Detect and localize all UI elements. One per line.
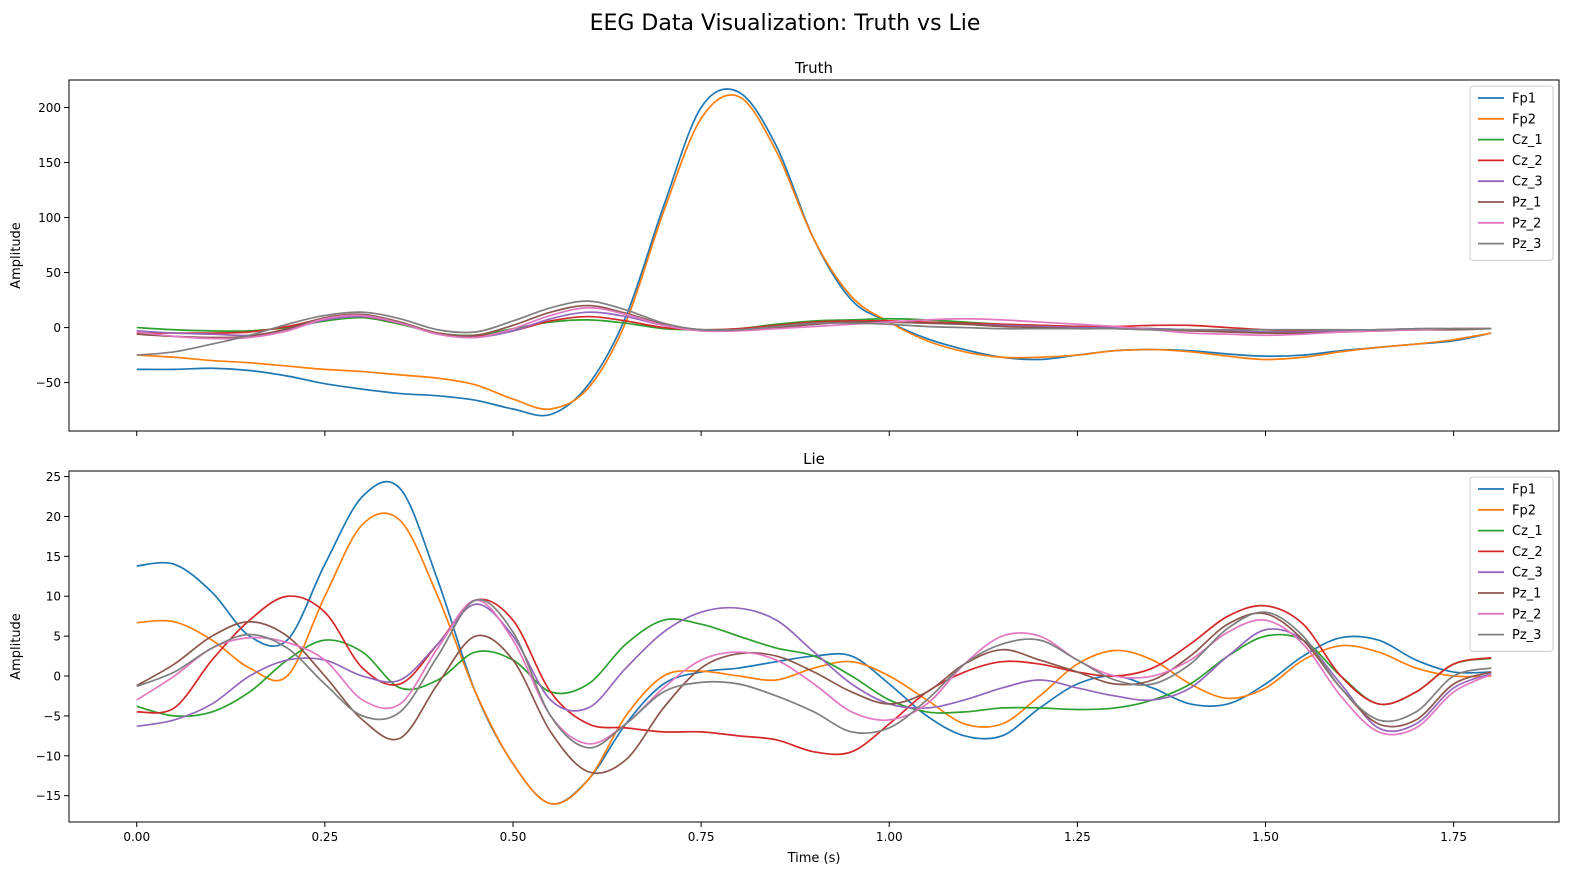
legend-label-cz-1: Cz_1 (1512, 524, 1543, 539)
legend-label-fp2: Fp2 (1512, 112, 1536, 127)
panel-title: Truth (794, 59, 833, 77)
legend-label-pz-1: Pz_1 (1512, 196, 1541, 211)
y-axis-label: Amplitude (9, 613, 24, 680)
series-line-fp1 (136, 480, 1492, 805)
series-line-pz-3 (136, 300, 1492, 356)
legend-label-pz-2: Pz_2 (1512, 216, 1541, 231)
y-tick-label: −5 (43, 709, 61, 723)
series-line-pz-1 (136, 612, 1492, 775)
panel-lie: Lie 0.00 0.25 0.50 0.75 1.00 1.25 1.50 1.75 −15 −1… (9, 450, 1560, 866)
legend-label-pz-1: Pz_1 (1512, 587, 1541, 602)
series-line-fp1 (136, 88, 1492, 417)
x-tick-label: 0.75 (688, 830, 715, 844)
x-tick-label: 1.75 (1440, 830, 1467, 844)
x-axis-label: Time (s) (787, 851, 841, 866)
y-tick-label: −15 (36, 789, 61, 803)
y-tick-label: 10 (46, 590, 61, 604)
x-tick-label: 0.25 (311, 830, 338, 844)
y-tick-label: 50 (46, 266, 61, 280)
x-tick-label: 0.50 (500, 830, 527, 844)
axes-frame (68, 470, 1560, 823)
y-tick-label: 0 (53, 321, 61, 335)
legend: Fp1 Fp2 Cz_1 Cz_2 Cz_3 Pz_1 Pz_2 Pz_3 (1469, 85, 1554, 261)
y-tick-label: 5 (53, 630, 61, 644)
y-tick-label: 100 (38, 211, 61, 225)
legend-label-fp2: Fp2 (1512, 503, 1536, 518)
legend-box (1469, 85, 1554, 261)
x-tick-label: 1.50 (1252, 830, 1279, 844)
series-lines (136, 480, 1492, 805)
series-lines (136, 88, 1492, 417)
legend-label-pz-2: Pz_2 (1512, 607, 1541, 622)
y-tick-label: 200 (38, 101, 61, 115)
figure-title: EEG Data Visualization: Truth vs Lie (590, 11, 981, 36)
panel-title: Lie (803, 450, 825, 468)
legend-label-cz-3: Cz_3 (1512, 175, 1543, 190)
legend-label-pz-3: Pz_3 (1512, 237, 1541, 252)
y-tick-label: 20 (46, 510, 61, 524)
legend: Fp1 Fp2 Cz_1 Cz_2 Cz_3 Pz_1 Pz_2 Pz_3 (1469, 476, 1554, 652)
panels: Truth−50050100150200AmplitudeFp1Fp2Cz_1C… (9, 59, 1560, 866)
y-tick-label: 15 (46, 550, 61, 564)
series-line-fp2 (136, 512, 1492, 805)
y-tick-label: −10 (36, 749, 61, 763)
x-tick-label: 1.00 (876, 830, 903, 844)
panel-truth: Truth −50 0 50 100 150 200 Amplitude Fp1 Fp2 Cz_1 C… (9, 59, 1560, 436)
y-tick-label: 150 (38, 156, 61, 170)
legend-label-pz-3: Pz_3 (1512, 628, 1541, 643)
series-line-cz-3 (136, 603, 1492, 733)
legend-label-cz-2: Cz_2 (1512, 154, 1543, 169)
legend-label-fp1: Fp1 (1512, 92, 1536, 107)
legend-label-cz-3: Cz_3 (1512, 566, 1543, 581)
series-line-cz-1 (136, 618, 1492, 718)
series-line-pz-1 (136, 304, 1492, 339)
y-axis-label: Amplitude (9, 222, 24, 289)
legend-label-cz-2: Cz_2 (1512, 545, 1543, 560)
legend-box (1469, 476, 1554, 652)
legend-label-cz-1: Cz_1 (1512, 133, 1543, 148)
y-tick-label: −50 (36, 376, 61, 390)
series-line-pz-2 (136, 306, 1492, 340)
series-line-pz-3 (136, 598, 1492, 749)
series-line-cz-2 (136, 595, 1492, 756)
axes-frame (68, 79, 1560, 432)
y-tick-label: 0 (53, 670, 61, 684)
x-tick-label: 1.25 (1064, 830, 1091, 844)
series-line-pz-2 (136, 599, 1492, 745)
y-tick-label: 25 (46, 470, 61, 484)
legend-label-fp1: Fp1 (1512, 483, 1536, 498)
series-line-fp2 (136, 94, 1492, 411)
x-tick-label: 0.00 (123, 830, 150, 844)
